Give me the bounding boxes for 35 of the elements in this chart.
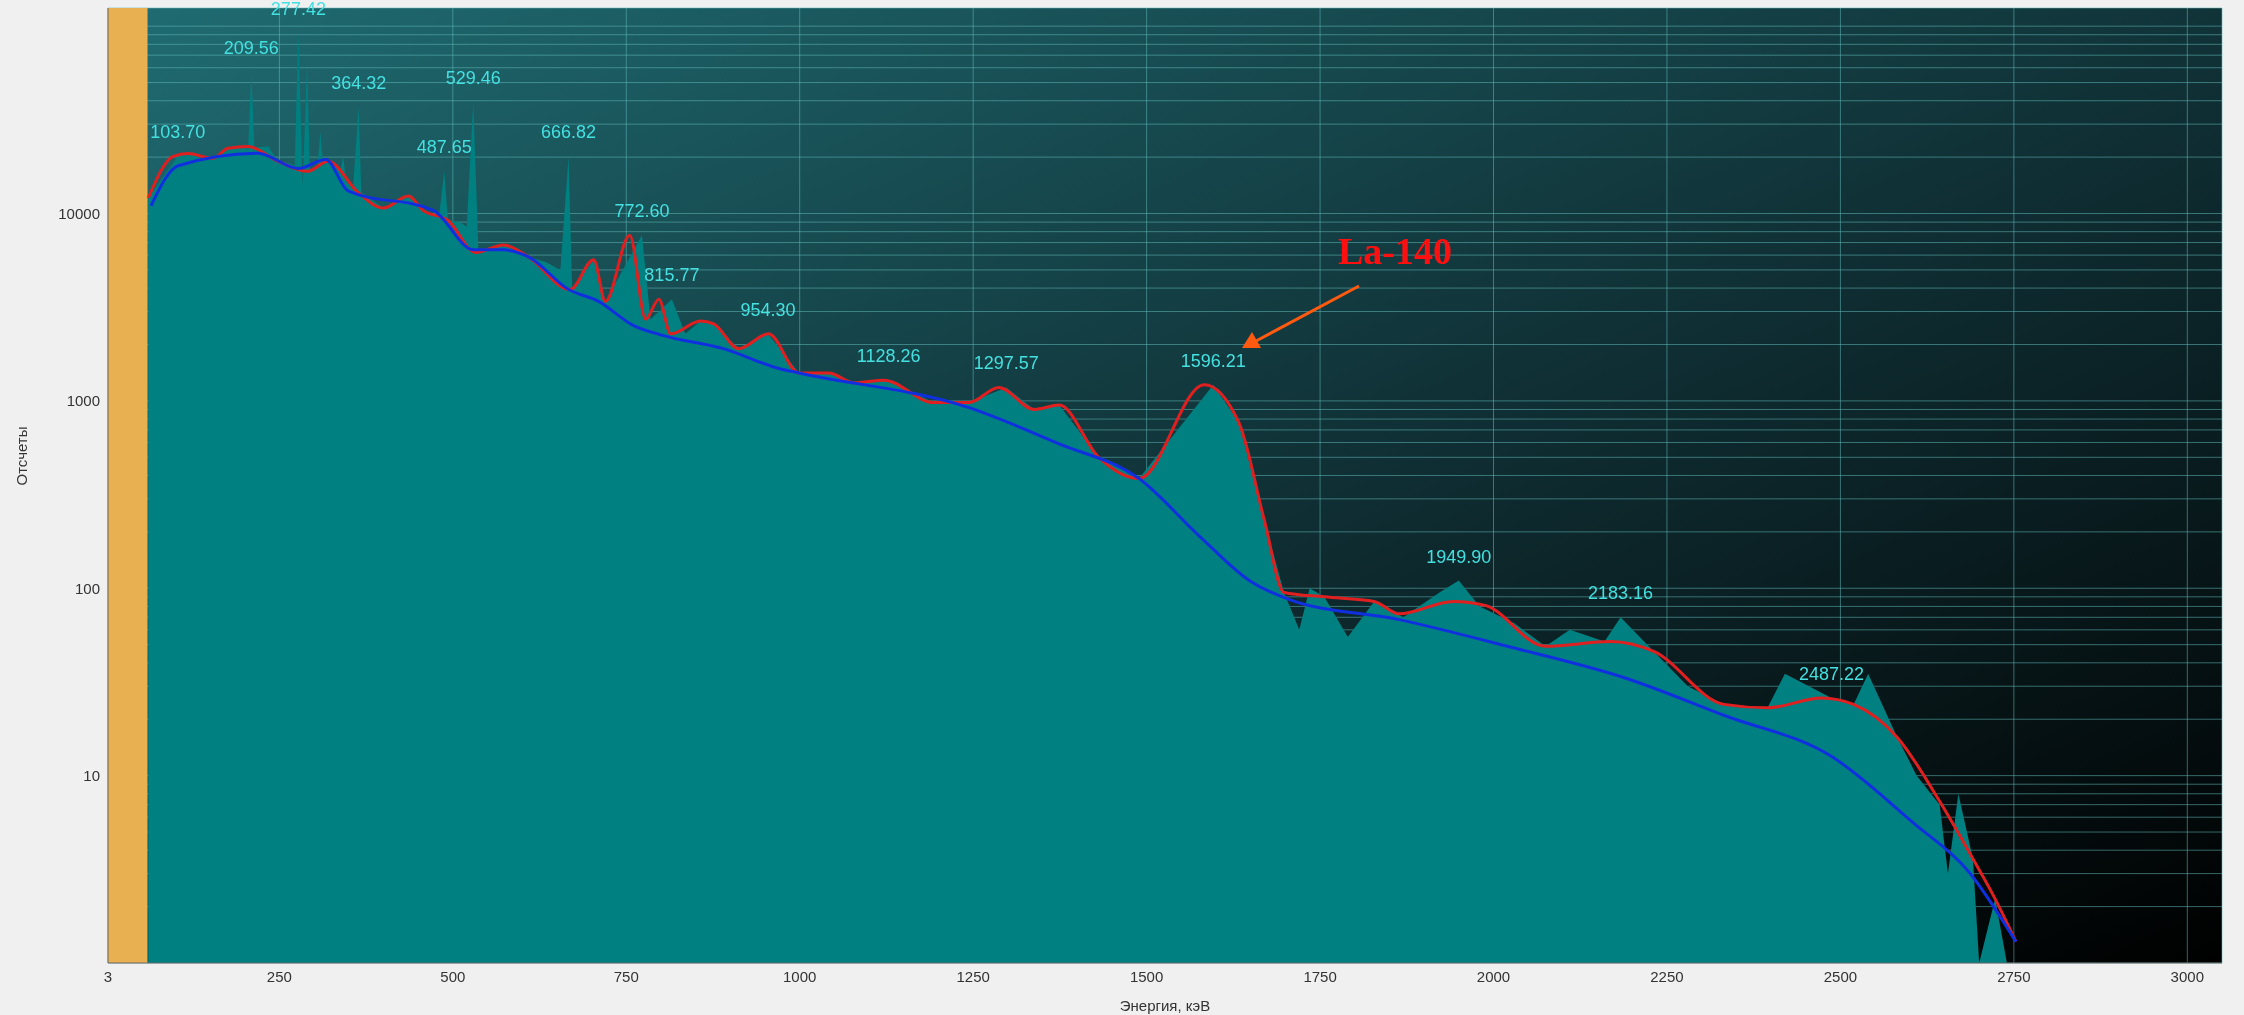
annotation: 1128.26 bbox=[856, 346, 921, 367]
annotation: 666.82 bbox=[541, 122, 597, 143]
x-tick-label: 1750 bbox=[1303, 967, 1337, 985]
x-tick-label: 1500 bbox=[1129, 967, 1164, 985]
annotation: 772.60 bbox=[614, 201, 670, 222]
annotation: 364.32 bbox=[331, 73, 387, 94]
x-tick-label: 2750 bbox=[1997, 967, 2031, 985]
x-tick-label: 3 bbox=[103, 967, 113, 985]
y-axis-title: Отсчеты bbox=[13, 426, 31, 486]
annotation: La-140 bbox=[1338, 229, 1452, 272]
x-axis-title: Энергия, кэВ bbox=[1119, 997, 1211, 1014]
y-tick-label: 10 bbox=[83, 766, 100, 784]
annotation: 954.30 bbox=[740, 299, 796, 320]
annotation: 2487.22 bbox=[1799, 663, 1865, 684]
annotation: 487.65 bbox=[416, 137, 472, 158]
x-tick-label: 250 bbox=[266, 967, 292, 985]
x-tick-label: 3000 bbox=[2170, 967, 2204, 985]
x-tick-label: 2500 bbox=[1823, 967, 1858, 985]
annotation: 1949.90 bbox=[1426, 546, 1492, 567]
y-tick-label: 1000 bbox=[66, 392, 100, 410]
x-tick-label: 1250 bbox=[956, 967, 990, 985]
annotation: 1596.21 bbox=[1180, 350, 1246, 371]
annotation: 529.46 bbox=[445, 68, 501, 89]
annotation: 103.70 bbox=[150, 122, 206, 143]
annotation: 1297.57 bbox=[973, 353, 1039, 374]
x-tick-label: 2000 bbox=[1476, 967, 1511, 985]
y-tick-label: 10000 bbox=[58, 204, 100, 222]
annotation: 2183.16 bbox=[1588, 583, 1654, 604]
x-tick-label: 500 bbox=[440, 967, 466, 985]
y-tick-label: 100 bbox=[74, 579, 100, 597]
x-tick-label: 750 bbox=[613, 967, 639, 985]
x-tick-label: 1000 bbox=[783, 967, 817, 985]
x-tick-label: 2250 bbox=[1650, 967, 1684, 985]
annotation: 209.56 bbox=[223, 38, 279, 59]
annotation: 815.77 bbox=[644, 265, 700, 286]
